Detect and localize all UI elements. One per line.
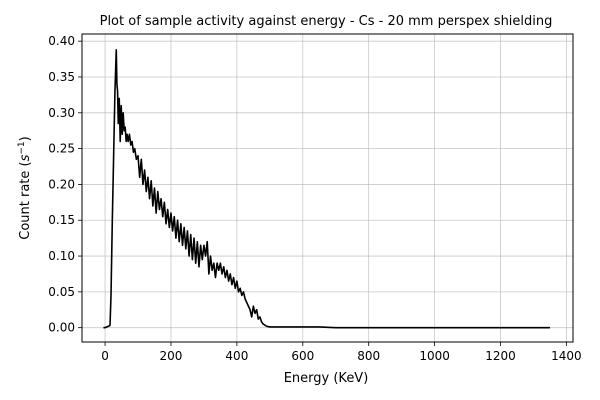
y-tick-label: 0.00	[48, 321, 75, 335]
x-tick-label: 400	[225, 349, 248, 363]
x-tick-label: 1400	[551, 349, 582, 363]
y-tick-label: 0.25	[48, 142, 75, 156]
y-axis-title-exponent: −1	[17, 141, 27, 154]
y-tick-label: 0.05	[48, 285, 75, 299]
x-axis-title: Energy (KeV)	[284, 371, 369, 386]
y-tick-label: 0.40	[48, 34, 75, 48]
y-tick-label: 0.20	[48, 177, 75, 191]
y-axis-title-suffix: )	[18, 136, 33, 141]
plot-frame	[81, 33, 574, 343]
x-tick-label: 200	[160, 349, 183, 363]
x-tick-label: 1000	[419, 349, 450, 363]
x-tick-label: 0	[101, 349, 109, 363]
y-tick-label: 0.15	[48, 213, 75, 227]
x-tick-label: 800	[357, 349, 380, 363]
x-tick-label: 600	[291, 349, 314, 363]
series-line	[103, 48, 550, 329]
ticks: 0 200 400 600 800 1000 1200 1400 0.00 0.05 0.10 0.1…	[48, 34, 581, 363]
y-tick-label: 0.10	[48, 249, 75, 263]
y-axis-title-unit: s	[18, 154, 33, 161]
x-tick-label: 1200	[485, 349, 516, 363]
grid	[82, 34, 573, 342]
chart-title: Plot of sample activity against energy -…	[100, 14, 553, 29]
y-tick-label: 0.30	[48, 106, 75, 120]
y-tick-label: 0.35	[48, 70, 75, 84]
y-axis-title-prefix: Count rate (	[18, 161, 33, 239]
series-layer	[103, 48, 550, 329]
y-axis-title: Count rate (s−1)	[17, 136, 33, 240]
